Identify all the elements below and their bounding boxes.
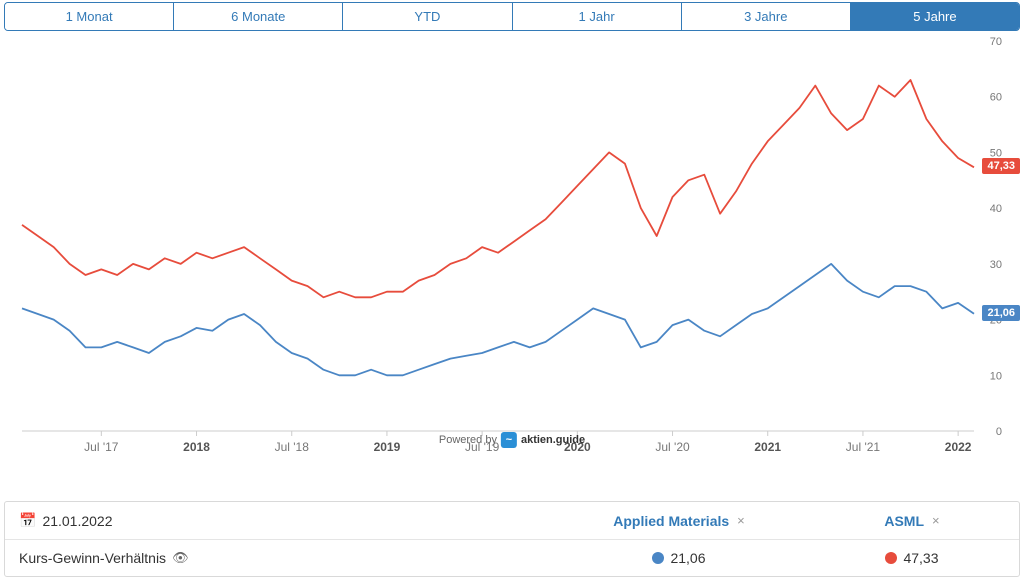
svg-text:Jul '18: Jul '18 bbox=[275, 440, 310, 454]
series-0-dot-icon bbox=[652, 552, 664, 564]
svg-text:0: 0 bbox=[996, 426, 1002, 438]
brand-logo-icon: ~ bbox=[501, 432, 517, 448]
svg-text:Jul '17: Jul '17 bbox=[84, 440, 119, 454]
svg-text:2021: 2021 bbox=[754, 440, 781, 454]
tab-ytd[interactable]: YTD bbox=[343, 3, 512, 30]
powered-prefix: Powered by bbox=[439, 434, 497, 446]
header-row: 📅 21.01.2022 Applied Materials × ASML × bbox=[5, 502, 1019, 539]
svg-text:30: 30 bbox=[990, 259, 1002, 271]
line-chart: 010203040506070Jul '172018Jul '182019Jul… bbox=[4, 31, 1020, 471]
calendar-icon: 📅 bbox=[19, 512, 36, 529]
tab-5-jahre[interactable]: 5 Jahre bbox=[851, 3, 1019, 30]
remove-series-0-icon[interactable]: × bbox=[737, 513, 745, 528]
series-1-name[interactable]: ASML bbox=[884, 513, 924, 529]
chart-area: 010203040506070Jul '172018Jul '182019Jul… bbox=[4, 31, 1020, 471]
series-0-name[interactable]: Applied Materials bbox=[613, 513, 729, 529]
svg-text:70: 70 bbox=[990, 36, 1002, 48]
svg-text:2022: 2022 bbox=[945, 440, 972, 454]
snapshot-date: 21.01.2022 bbox=[42, 513, 112, 529]
svg-text:10: 10 bbox=[990, 370, 1002, 382]
time-range-tabs: 1 Monat6 MonateYTD1 Jahr3 Jahre5 Jahre bbox=[4, 2, 1020, 31]
brand-name: aktien.guide bbox=[521, 434, 585, 446]
tab-3-jahre[interactable]: 3 Jahre bbox=[682, 3, 851, 30]
series-1-end-label: 47,33 bbox=[982, 158, 1020, 174]
series-line-0 bbox=[22, 264, 974, 375]
data-table: 📅 21.01.2022 Applied Materials × ASML × … bbox=[4, 501, 1020, 577]
metric-row: Kurs-Gewinn-Verhältnis 👁 21,06 47,33 bbox=[5, 539, 1019, 576]
series-0-end-label: 21,06 bbox=[982, 305, 1020, 321]
eye-icon[interactable]: 👁 bbox=[172, 550, 189, 566]
svg-text:40: 40 bbox=[990, 203, 1002, 215]
series-1-dot-icon bbox=[885, 552, 897, 564]
svg-text:Jul '21: Jul '21 bbox=[846, 440, 881, 454]
svg-text:2019: 2019 bbox=[374, 440, 401, 454]
series-1-value: 47,33 bbox=[903, 550, 938, 566]
svg-text:Jul '20: Jul '20 bbox=[655, 440, 690, 454]
series-0-value: 21,06 bbox=[670, 550, 705, 566]
tab-1-monat[interactable]: 1 Monat bbox=[5, 3, 174, 30]
metric-name: Kurs-Gewinn-Verhältnis bbox=[19, 550, 166, 566]
svg-text:60: 60 bbox=[990, 92, 1002, 104]
svg-text:2018: 2018 bbox=[183, 440, 210, 454]
tab-1-jahr[interactable]: 1 Jahr bbox=[513, 3, 682, 30]
remove-series-1-icon[interactable]: × bbox=[932, 513, 940, 528]
powered-by: Powered by ~ aktien.guide bbox=[439, 432, 585, 448]
tab-6-monate[interactable]: 6 Monate bbox=[174, 3, 343, 30]
